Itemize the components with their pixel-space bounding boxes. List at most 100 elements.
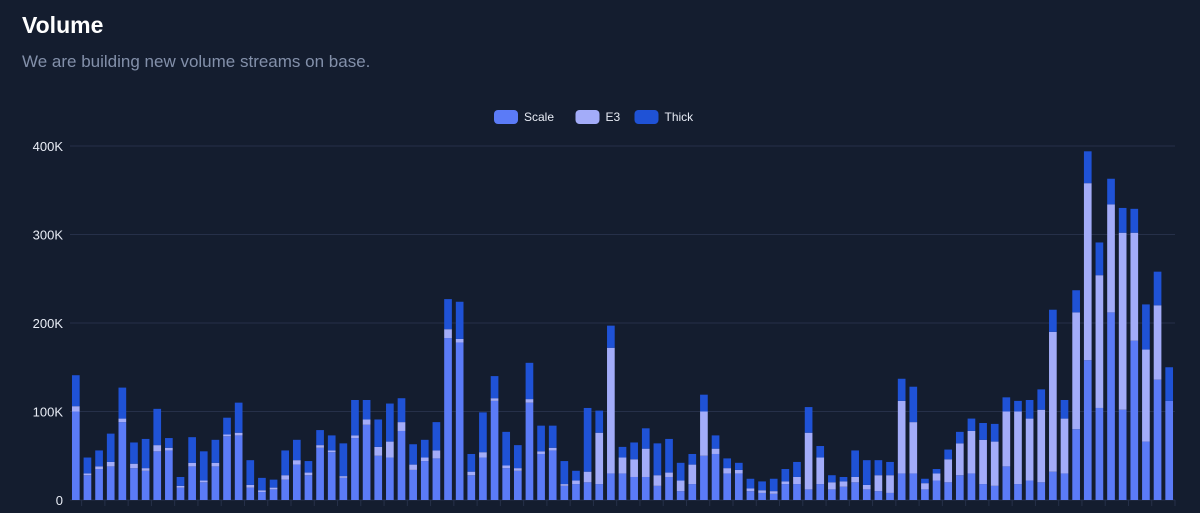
bar-scale[interactable] — [909, 473, 918, 500]
bar-thick[interactable] — [967, 418, 976, 431]
bar-e3[interactable] — [467, 471, 476, 476]
bar-thick[interactable] — [1025, 399, 1034, 419]
bar-scale[interactable] — [409, 469, 417, 500]
bar-scale[interactable] — [781, 484, 790, 500]
bar-scale[interactable] — [932, 480, 941, 500]
bar-thick[interactable] — [839, 476, 848, 482]
bar-thick[interactable] — [455, 301, 464, 339]
bar-e3[interactable] — [932, 473, 941, 481]
bar-thick[interactable] — [700, 394, 708, 412]
bar-scale[interactable] — [1130, 340, 1139, 500]
bar-e3[interactable] — [1130, 232, 1139, 341]
bar-scale[interactable] — [281, 479, 290, 500]
bar-thick[interactable] — [688, 453, 697, 465]
bar-scale[interactable] — [967, 473, 976, 500]
bar-thick[interactable] — [746, 478, 755, 489]
bar-thick[interactable] — [502, 431, 511, 466]
bar-e3[interactable] — [665, 472, 673, 477]
bar-e3[interactable] — [327, 450, 336, 453]
bar-scale[interactable] — [851, 482, 859, 500]
legend-item-e3[interactable]: E3 — [575, 110, 621, 124]
bar-e3[interactable] — [455, 338, 464, 343]
bar-scale[interactable] — [479, 457, 487, 500]
bar-e3[interactable] — [1153, 305, 1162, 380]
bar-scale[interactable] — [362, 424, 371, 500]
bar-thick[interactable] — [816, 446, 825, 458]
bar-e3[interactable] — [583, 471, 592, 483]
bar-thick[interactable] — [316, 430, 324, 446]
bar-e3[interactable] — [746, 488, 755, 492]
bar-thick[interactable] — [804, 407, 813, 433]
bar-thick[interactable] — [618, 446, 627, 458]
bar-thick[interactable] — [71, 375, 80, 407]
legend-item-thick[interactable]: Thick — [634, 110, 695, 124]
bar-thick[interactable] — [630, 442, 638, 460]
bar-e3[interactable] — [734, 469, 743, 474]
bar-thick[interactable] — [711, 435, 720, 449]
bar-thick[interactable] — [1142, 304, 1150, 350]
bar-scale[interactable] — [816, 484, 825, 500]
bar-scale[interactable] — [839, 486, 848, 500]
bar-scale[interactable] — [746, 491, 755, 500]
bar-thick[interactable] — [560, 461, 569, 485]
bar-scale[interactable] — [1107, 312, 1115, 500]
bar-scale[interactable] — [595, 484, 604, 500]
bar-thick[interactable] — [607, 325, 615, 348]
bar-thick[interactable] — [1060, 399, 1069, 419]
bar-scale[interactable] — [339, 477, 348, 500]
bar-thick[interactable] — [653, 443, 662, 476]
bar-e3[interactable] — [781, 481, 790, 485]
bar-scale[interactable] — [1118, 409, 1127, 500]
bar-e3[interactable] — [362, 419, 371, 425]
legend-item-scale[interactable]: Scale — [494, 110, 554, 124]
bar-thick[interactable] — [223, 417, 231, 435]
bar-scale[interactable] — [1165, 400, 1174, 500]
bar-scale[interactable] — [1014, 484, 1022, 500]
bar-thick[interactable] — [990, 423, 999, 442]
bar-scale[interactable] — [921, 489, 929, 500]
bar-e3[interactable] — [199, 480, 208, 483]
bar-thick[interactable] — [327, 435, 336, 451]
bar-e3[interactable] — [921, 483, 929, 490]
bar-scale[interactable] — [758, 492, 766, 500]
bar-e3[interactable] — [816, 457, 825, 485]
bar-scale[interactable] — [537, 453, 545, 500]
bar-e3[interactable] — [374, 446, 383, 456]
bar-scale[interactable] — [804, 489, 813, 500]
bar-e3[interactable] — [432, 450, 441, 459]
bar-e3[interactable] — [211, 462, 220, 467]
bar-e3[interactable] — [979, 439, 987, 485]
bar-thick[interactable] — [1095, 242, 1104, 276]
bar-scale[interactable] — [944, 482, 953, 500]
bar-e3[interactable] — [1060, 418, 1069, 474]
bar-e3[interactable] — [397, 422, 406, 431]
bar-e3[interactable] — [234, 432, 243, 436]
bar-thick[interactable] — [572, 470, 580, 481]
bar-e3[interactable] — [572, 480, 580, 485]
bar-thick[interactable] — [83, 457, 92, 474]
bar-e3[interactable] — [804, 432, 813, 490]
bar-scale[interactable] — [886, 492, 894, 500]
bar-e3[interactable] — [420, 457, 429, 462]
bar-thick[interactable] — [513, 445, 522, 469]
bar-e3[interactable] — [176, 485, 185, 488]
bar-e3[interactable] — [153, 445, 162, 452]
bar-e3[interactable] — [769, 491, 778, 494]
bar-thick[interactable] — [95, 450, 103, 467]
bar-e3[interactable] — [688, 464, 697, 485]
bar-scale[interactable] — [176, 487, 185, 500]
bar-thick[interactable] — [769, 478, 778, 492]
bar-scale[interactable] — [83, 475, 92, 500]
bar-thick[interactable] — [1014, 400, 1022, 412]
bar-e3[interactable] — [630, 459, 638, 477]
bar-thick[interactable] — [897, 378, 906, 401]
bar-e3[interactable] — [676, 480, 685, 492]
bar-scale[interactable] — [979, 484, 987, 500]
bar-e3[interactable] — [513, 468, 522, 471]
bar-scale[interactable] — [1142, 441, 1150, 500]
bar-thick[interactable] — [153, 408, 162, 446]
bar-scale[interactable] — [572, 484, 580, 500]
bar-scale[interactable] — [269, 489, 278, 500]
bar-thick[interactable] — [1107, 178, 1115, 205]
bar-scale[interactable] — [106, 466, 115, 500]
